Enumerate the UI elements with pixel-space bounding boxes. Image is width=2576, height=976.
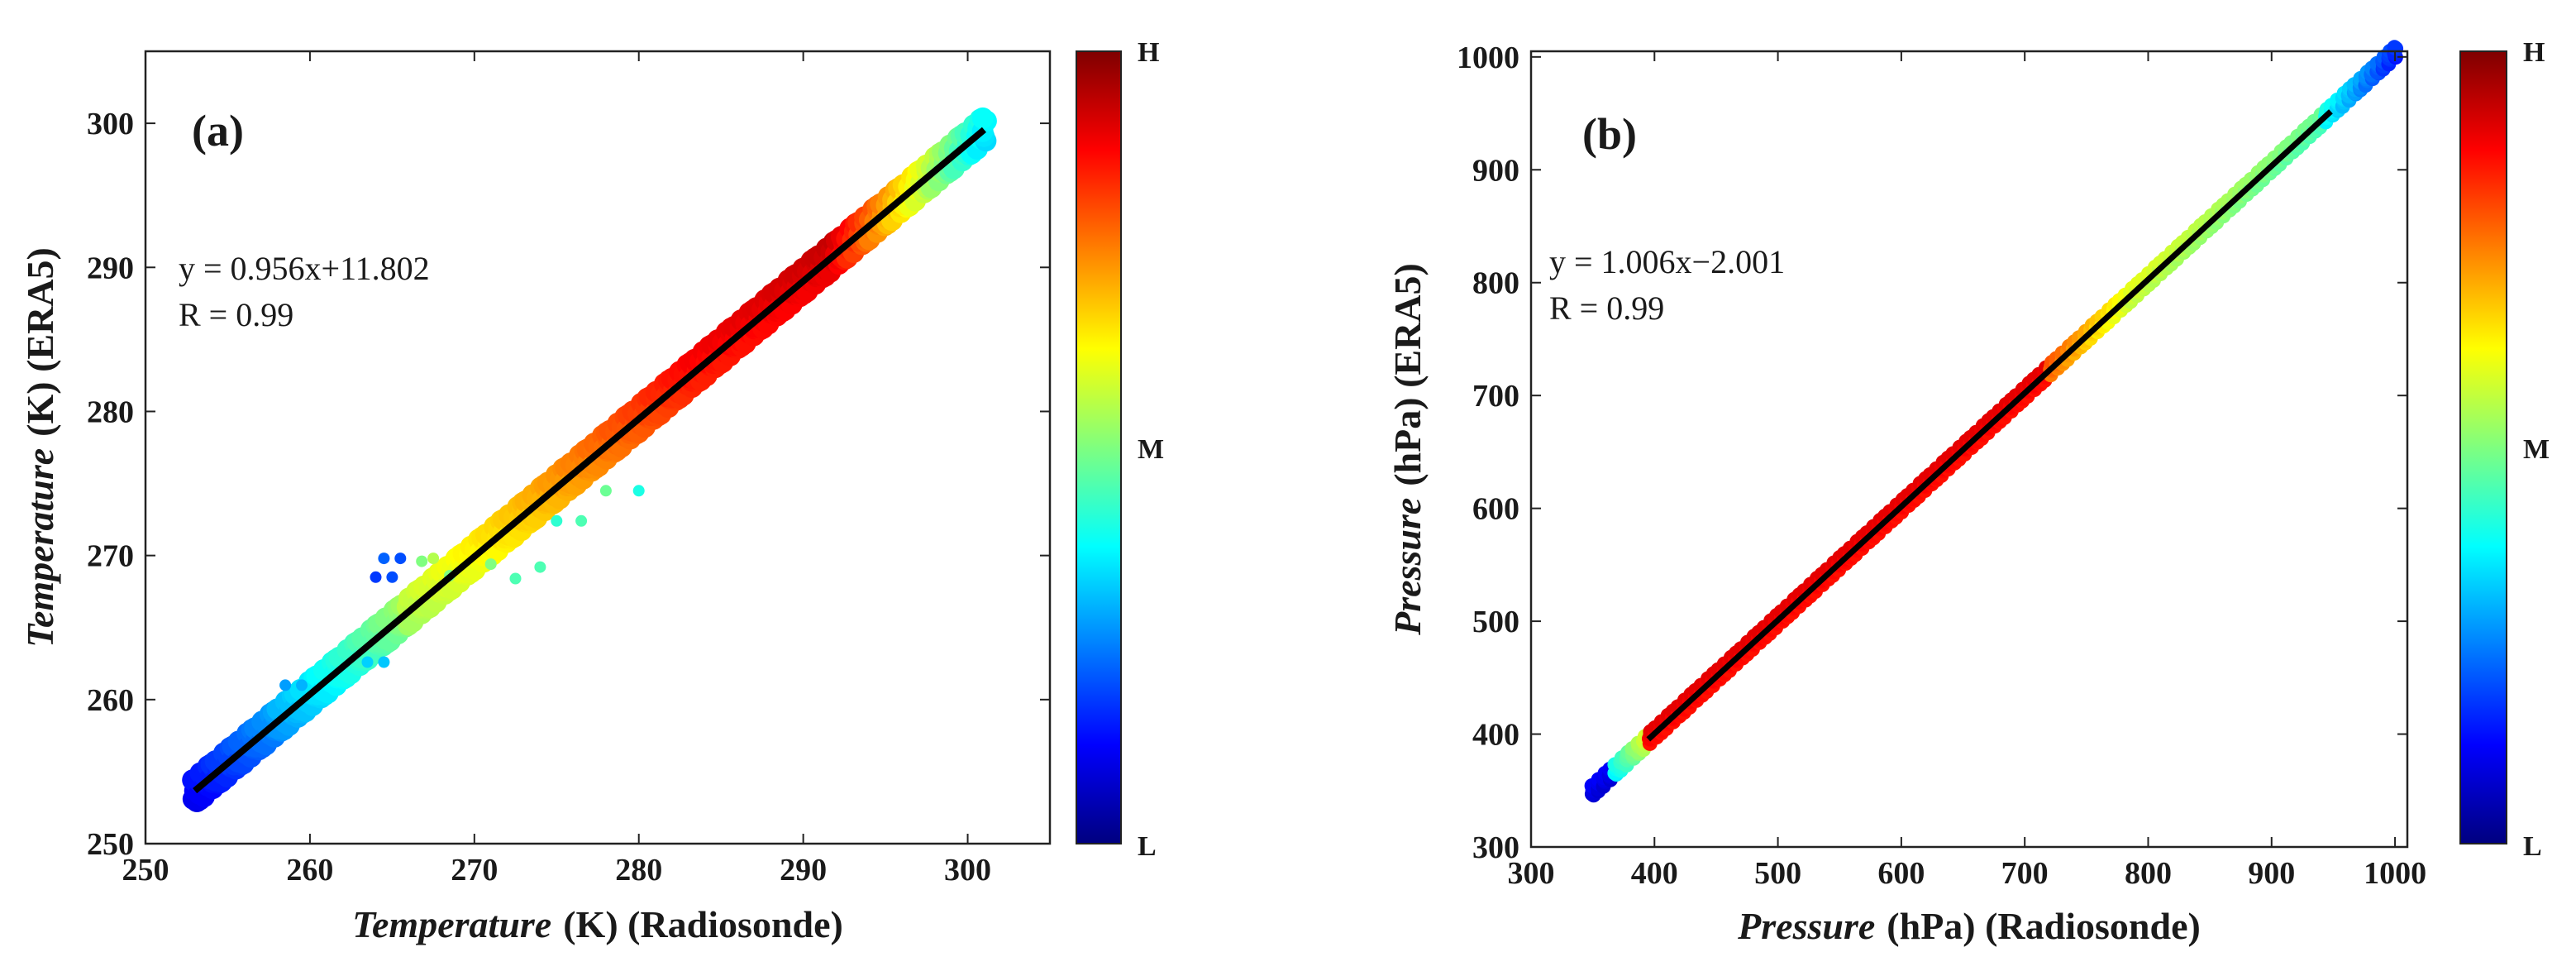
x-tick-label: 250	[122, 853, 169, 887]
data-point	[971, 107, 994, 129]
y-tick-label: 600	[1472, 492, 1519, 527]
outlier-point	[378, 553, 390, 565]
b-ticks: 300 400 500 600 700 800 900 1000 300 400 500 600 700…	[1457, 41, 2426, 891]
a-colorbar	[1076, 50, 1122, 844]
y-tick-label: 270	[87, 539, 134, 574]
outlier-point	[370, 571, 382, 583]
outlier-point	[394, 553, 407, 565]
outlier-point	[599, 485, 612, 497]
a-ticks: 250 260 270 280 290 300 250 260 270 280 290 300	[87, 51, 1050, 887]
b-x-axis-label: Pressure (hPa) (Radiosonde)	[1737, 905, 2201, 947]
x-tick-label: 800	[2125, 856, 2172, 891]
outlier-point	[575, 514, 588, 527]
outlier-point	[279, 679, 292, 691]
a-colorbar-mid: M	[1138, 434, 1164, 465]
x-tick-label: 300	[944, 853, 991, 887]
x-tick-label: 280	[615, 853, 662, 887]
outlier-point	[386, 571, 398, 583]
a-axes-box	[144, 50, 1052, 845]
x-tick-label: 290	[780, 853, 827, 887]
a-equation: y = 0.956x+11.802	[179, 250, 430, 287]
a-x-axis-label: Temperature (K) (Radiosonde)	[352, 903, 843, 945]
x-tick-label: 900	[2248, 856, 2295, 891]
b-x-axis-label-rest: (hPa) (Radiosonde)	[1887, 905, 2201, 947]
b-colorbar-mid: M	[2523, 434, 2550, 465]
b-y-axis-label-italic: Pressure	[1386, 498, 1429, 636]
y-tick-label: 250	[87, 827, 134, 862]
y-tick-label: 800	[1472, 266, 1519, 301]
y-tick-label: 280	[87, 395, 134, 429]
b-colorbar-low: L	[2523, 831, 2542, 862]
panel-b: 300 400 500 600 700 800 900 1000 300 400 500 600 700…	[1386, 37, 2550, 947]
x-tick-label: 400	[1631, 856, 1678, 891]
y-tick-label: 400	[1472, 718, 1519, 753]
a-x-axis-label-rest: (K) (Radiosonde)	[563, 903, 843, 945]
outlier-point	[361, 656, 374, 668]
panel-a: 250 260 270 280 290 300 250 260 270 280 290 300 (a)…	[19, 37, 1164, 945]
x-tick-label: 300	[1508, 856, 1555, 891]
b-y-axis-label: Pressure (hPa) (ERA5)	[1386, 263, 1429, 636]
b-y-axis-label-rest: (hPa) (ERA5)	[1386, 263, 1429, 486]
b-panel-label: (b)	[1582, 109, 1637, 159]
a-colorbar-high: H	[1138, 37, 1159, 68]
outlier-point	[632, 485, 645, 497]
a-colorbar-low: L	[1138, 831, 1157, 862]
outlier-point	[484, 558, 497, 571]
a-x-axis-label-italic: Temperature	[352, 903, 551, 945]
a-fit-line	[193, 127, 987, 794]
a-y-axis-label-rest: (K) (ERA5)	[19, 247, 61, 437]
x-tick-label: 700	[2001, 856, 2049, 891]
y-tick-label: 500	[1472, 605, 1519, 639]
a-r-value: R = 0.99	[179, 296, 293, 333]
b-fit-line	[1646, 109, 2333, 742]
b-axes-box	[1529, 50, 2409, 849]
outlier-point	[551, 514, 563, 527]
a-panel-label: (a)	[192, 106, 244, 155]
x-tick-label: 270	[451, 853, 498, 887]
b-x-axis-label-italic: Pressure	[1737, 905, 1875, 947]
x-tick-label: 1000	[2364, 856, 2426, 891]
outlier-point	[296, 679, 308, 691]
outlier-point	[534, 561, 546, 573]
x-tick-label: 600	[1877, 856, 1925, 891]
y-tick-label: 300	[1472, 830, 1519, 865]
b-colorbar	[2459, 50, 2507, 844]
b-colorbar-high: H	[2523, 37, 2545, 68]
x-tick-label: 500	[1754, 856, 1801, 891]
y-tick-label: 300	[87, 107, 134, 141]
outlier-point	[427, 553, 440, 565]
y-tick-label: 700	[1472, 379, 1519, 414]
a-y-axis-label-italic: Temperature	[19, 448, 61, 648]
x-tick-label: 260	[286, 853, 333, 887]
y-tick-label: 900	[1472, 153, 1519, 188]
y-tick-label: 290	[87, 251, 134, 285]
outlier-point	[378, 656, 390, 668]
b-equation: y = 1.006x−2.001	[1549, 243, 1785, 280]
outlier-point	[509, 572, 522, 585]
a-y-axis-label: Temperature (K) (ERA5)	[19, 247, 61, 648]
y-tick-label: 1000	[1457, 41, 1519, 75]
outlier-point	[416, 555, 428, 567]
b-r-value: R = 0.99	[1549, 289, 1664, 327]
y-tick-label: 260	[87, 683, 134, 718]
